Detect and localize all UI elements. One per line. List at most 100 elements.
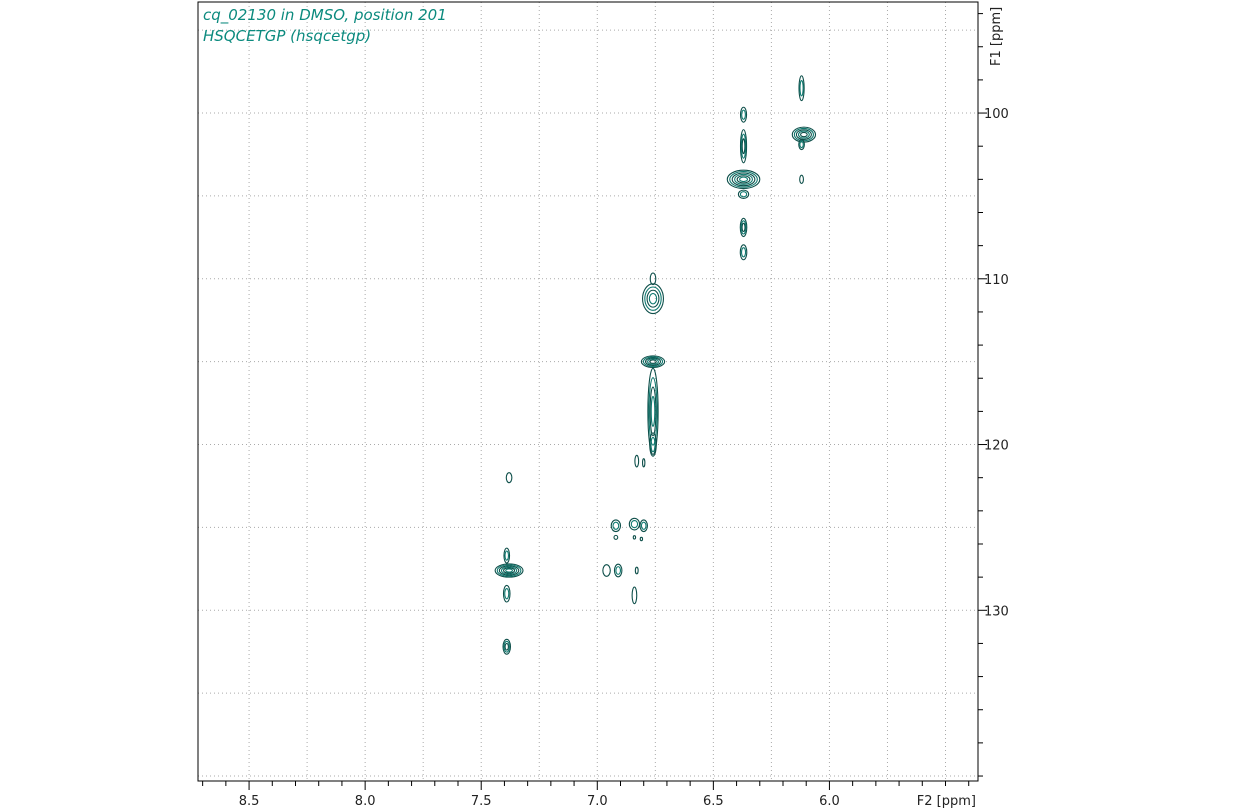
- contour-level: [800, 131, 808, 138]
- contour-level: [729, 171, 758, 188]
- contour-level: [799, 140, 804, 149]
- contour-peak: [726, 169, 761, 190]
- contour-level: [505, 568, 513, 573]
- x-axis-ticks: 8.5 8.0 7.5 7.0 6.5 6.0: [202, 781, 970, 809]
- contour-level: [502, 584, 511, 603]
- contour-level: [640, 521, 647, 530]
- y-axis-ticks: 100 110 120 130: [978, 13, 1009, 777]
- contour-peak: [628, 517, 641, 531]
- y-tick-label: 120: [984, 439, 1009, 454]
- contour-level: [505, 472, 513, 484]
- contour-level: [602, 564, 611, 577]
- contour-peak: [642, 458, 646, 468]
- contour-level: [726, 169, 761, 190]
- contour-level: [740, 220, 747, 235]
- contour-peak: [739, 129, 748, 164]
- contour-peak: [639, 519, 648, 533]
- contour-peak: [634, 566, 639, 575]
- contour-peak: [632, 535, 637, 540]
- contour-level: [734, 173, 753, 185]
- contour-peak: [602, 564, 611, 577]
- contour-level: [502, 638, 512, 655]
- contour-level: [797, 130, 810, 139]
- x-tick-label: 7.5: [471, 794, 492, 809]
- contour-level: [504, 550, 510, 561]
- grid-lines: [198, 2, 978, 781]
- contour-level: [648, 377, 658, 446]
- contour-level: [612, 521, 620, 530]
- y-tick-label: 100: [984, 107, 1009, 122]
- contour-level: [504, 642, 509, 651]
- contour-level: [798, 75, 805, 102]
- contour-level: [500, 566, 518, 575]
- contour-peak: [631, 586, 638, 605]
- contour-peak: [503, 547, 511, 564]
- contour-level: [798, 139, 805, 151]
- contour-level: [632, 535, 637, 540]
- x-tick-label: 6.5: [703, 794, 724, 809]
- x-tick-label: 6.0: [819, 794, 840, 809]
- contour-level: [496, 564, 522, 577]
- contour-level: [639, 536, 644, 542]
- contour-level: [649, 432, 657, 457]
- x-tick-label: 8.5: [239, 794, 260, 809]
- contour-peak: [649, 432, 657, 457]
- contour-level: [739, 176, 749, 183]
- contour-peak: [791, 126, 817, 143]
- contour-level: [799, 174, 804, 185]
- y-axis-label: F1 [ppm]: [989, 7, 1004, 66]
- contour-level: [630, 519, 639, 529]
- contour-level: [741, 138, 746, 155]
- contour-level: [503, 640, 510, 653]
- plot-frame: [197, 1, 979, 782]
- contour-level: [649, 386, 657, 437]
- contour-peak: [634, 454, 640, 468]
- contour-level: [740, 247, 747, 258]
- contour-level: [736, 175, 751, 184]
- contour-peak: [613, 534, 619, 540]
- contour-level: [739, 217, 748, 238]
- contour-level: [498, 565, 520, 576]
- contour-level: [503, 547, 511, 564]
- contour-level: [648, 292, 658, 305]
- contour-peak: [613, 563, 623, 578]
- contour-level: [799, 79, 804, 97]
- contour-peak: [649, 272, 657, 286]
- contour-level: [739, 129, 748, 164]
- y-tick-label: 130: [984, 604, 1009, 619]
- contour-level: [649, 359, 657, 364]
- contour-peak: [494, 563, 524, 578]
- contour-level: [640, 355, 666, 369]
- contour-level: [642, 458, 646, 468]
- contour-level: [642, 356, 664, 367]
- x-tick-label: 7.0: [587, 794, 608, 809]
- contour-peak: [505, 472, 513, 484]
- contour-level: [613, 534, 619, 540]
- contour-level: [610, 519, 622, 533]
- spectrum-subtitle: HSQCETGP (hsqcetgp): [203, 27, 372, 45]
- contour-peak: [642, 283, 664, 315]
- contour-peak: [610, 519, 622, 533]
- contour-level: [634, 454, 640, 468]
- contour-level: [741, 222, 746, 233]
- contour-level: [634, 566, 639, 575]
- contour-level: [740, 133, 747, 159]
- contour-level: [737, 189, 750, 199]
- contour-level: [650, 436, 656, 453]
- x-tick-label: 8.0: [355, 794, 376, 809]
- contour-level: [504, 588, 510, 600]
- contour-level: [631, 586, 638, 605]
- contour-peak: [502, 638, 512, 655]
- y-tick-label: 110: [984, 273, 1009, 288]
- contour-peaks: [494, 75, 817, 655]
- contour-level: [647, 358, 659, 365]
- spectrum-title: cq_02130 in DMSO, position 201: [203, 6, 447, 24]
- contour-peak: [739, 244, 748, 261]
- contour-level: [639, 519, 648, 533]
- contour-peak: [502, 584, 511, 603]
- contour-level: [628, 517, 641, 531]
- contour-level: [613, 563, 623, 578]
- contour-level: [739, 106, 748, 123]
- contour-level: [650, 395, 656, 427]
